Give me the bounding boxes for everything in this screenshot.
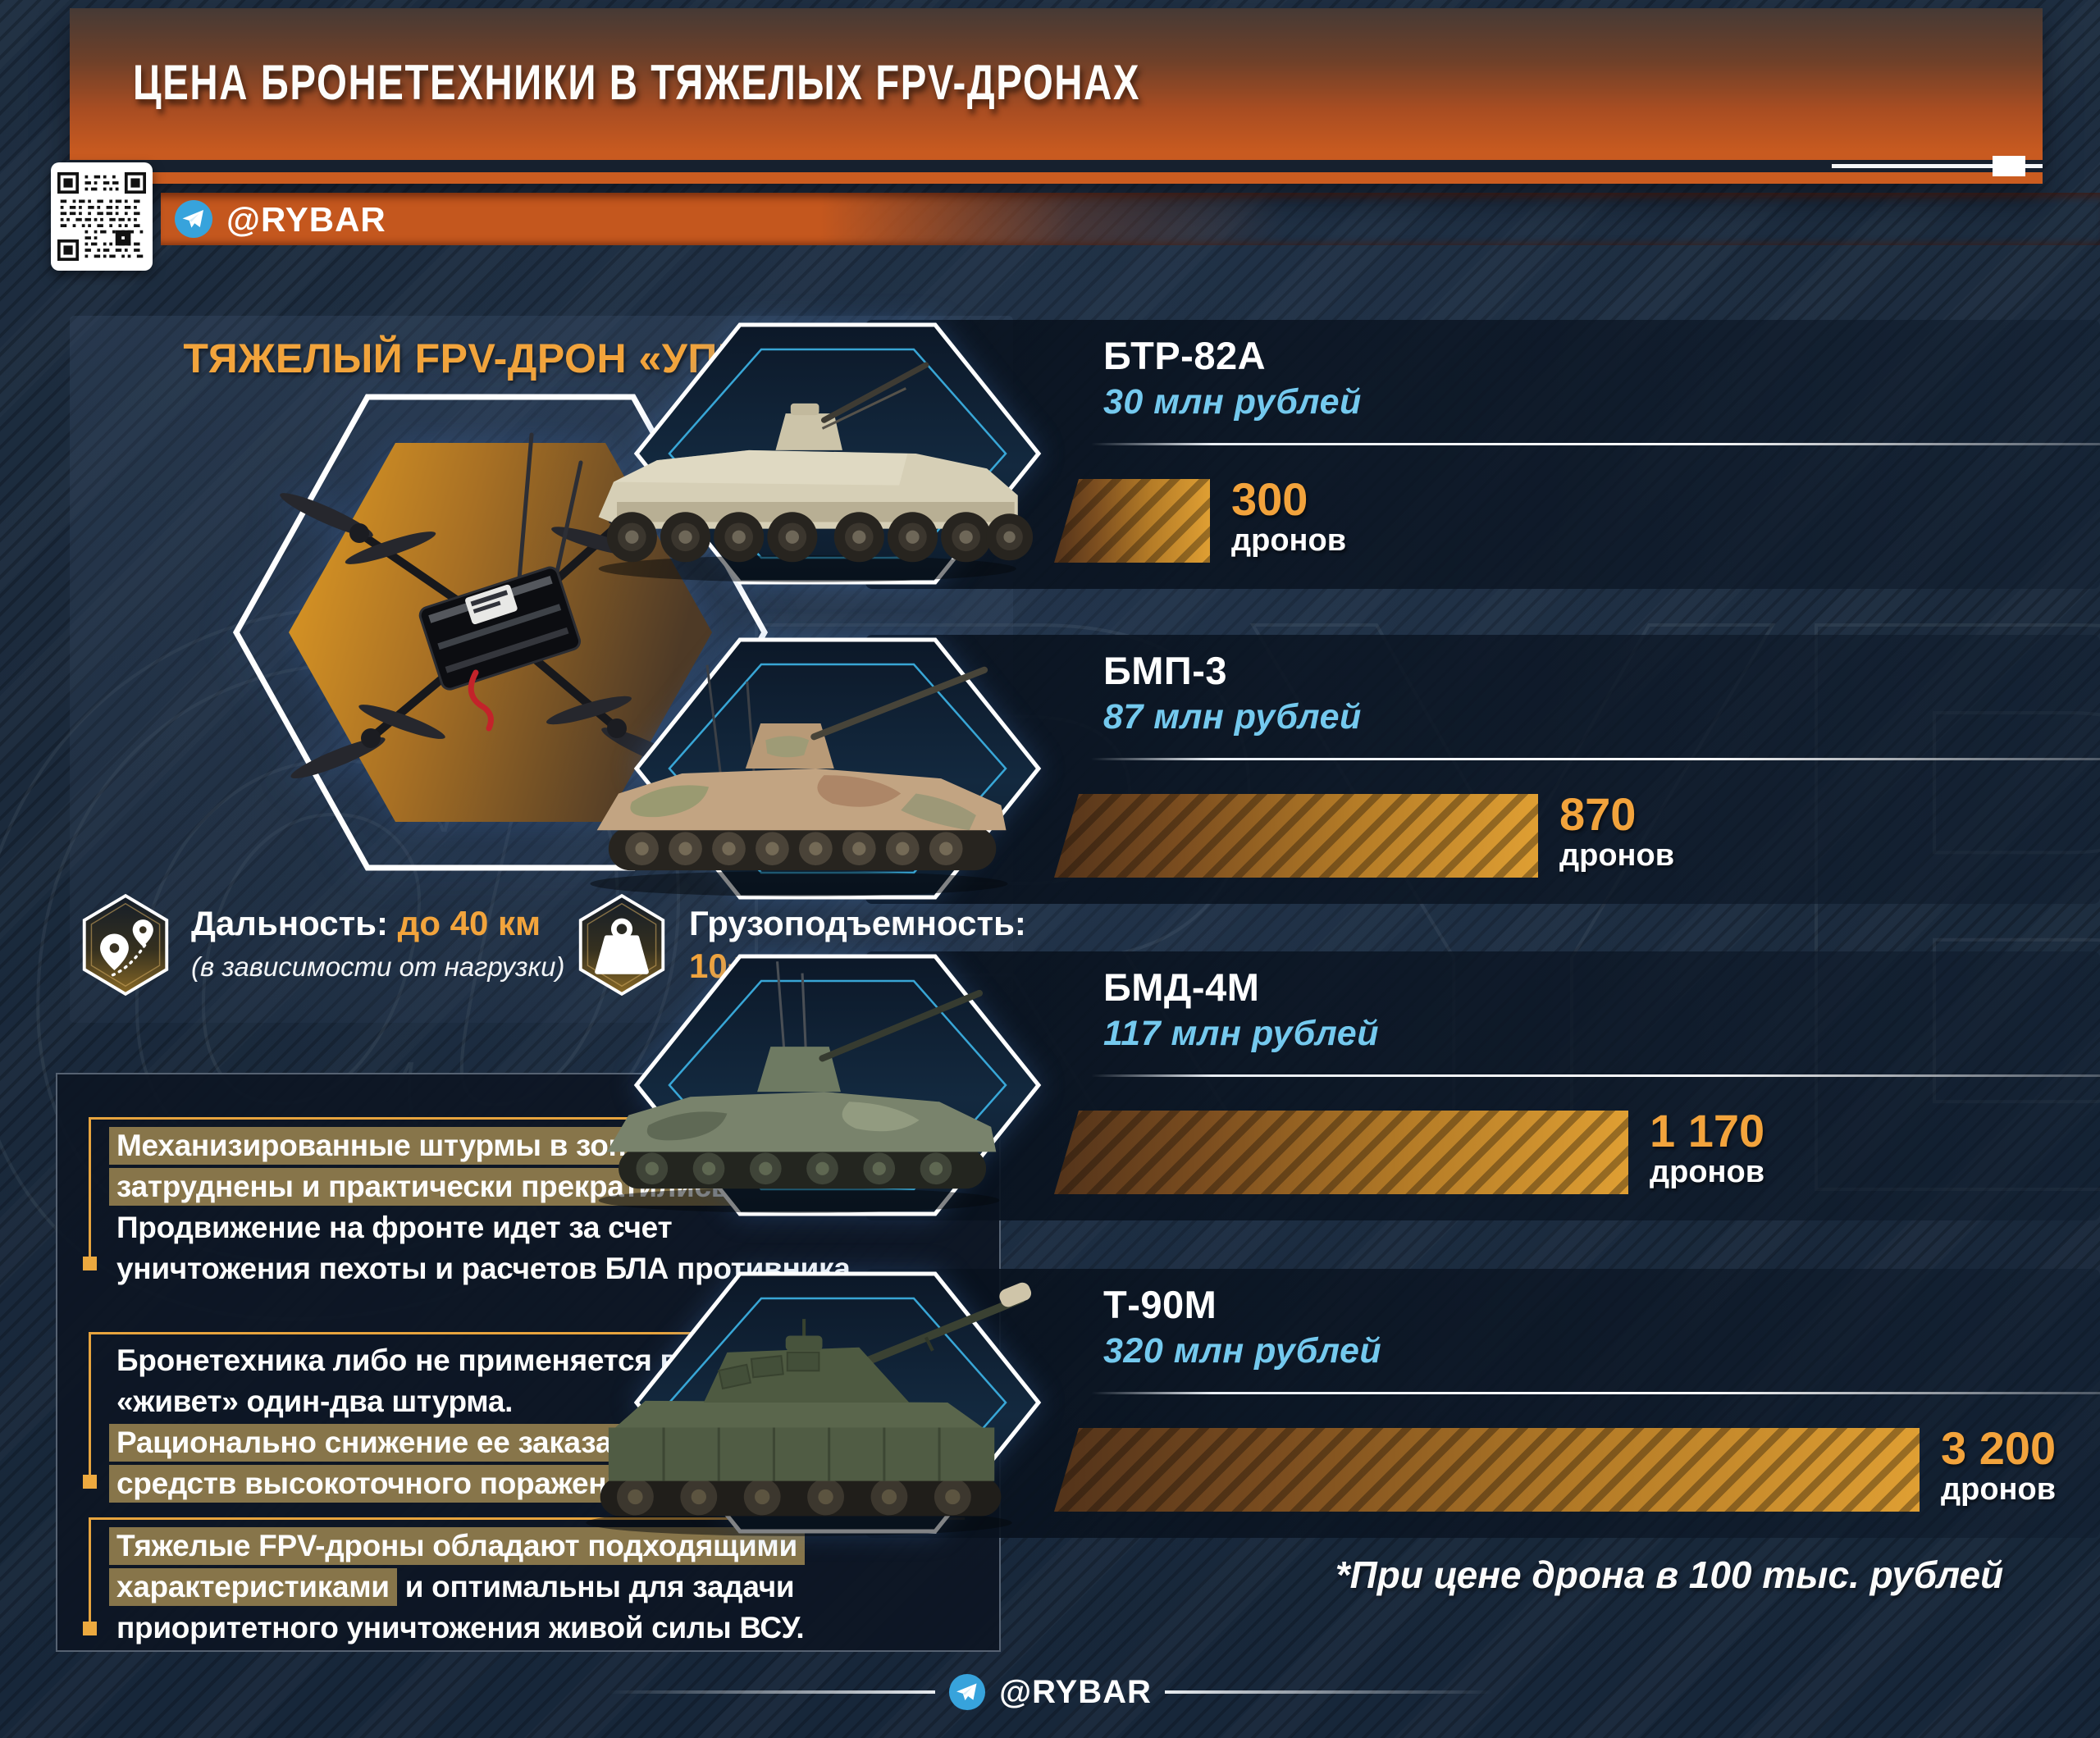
telegram-icon: [175, 200, 212, 238]
drone-count: 3 200 дронов: [1941, 1422, 2057, 1508]
spec-range-line: Дальность: до 40 км: [191, 904, 541, 943]
drone-count-number: 870: [1559, 788, 1637, 840]
paragraph-bullet: [83, 1257, 97, 1270]
vehicle-name: БМД-4М: [1103, 965, 1260, 1009]
drone-count: 300 дронов: [1231, 473, 1347, 559]
vehicle-row-t-90m: Т-90М 320 млн рублей 3 200 дронов: [0, 1267, 2100, 1550]
qr-code-pattern: [57, 172, 146, 261]
battery-wire: [468, 669, 494, 732]
vehicle-name: БТР-82А: [1103, 334, 1267, 377]
paragraph-rule: [89, 1117, 91, 1263]
brand-bar: @RYBAR: [161, 193, 2100, 245]
row-panel: [865, 320, 2100, 589]
paragraph-segment: «живет» один-два штурма.: [116, 1384, 514, 1418]
paragraph-bullet: [83, 1475, 97, 1489]
weight-icon: [578, 893, 665, 997]
paragraph-rule: [89, 1517, 965, 1520]
footer: @RYBAR: [0, 1673, 2100, 1711]
vehicle-price: 30 млн рублей: [1103, 382, 1362, 422]
vehicle-name: БМП-3: [1103, 649, 1228, 692]
drone-count: 1 170 дронов: [1650, 1105, 1765, 1190]
vehicle-name: Т-90М: [1103, 1283, 1217, 1326]
paragraph-rule: [89, 1332, 91, 1481]
paragraph-rule: [89, 1117, 965, 1120]
drone-count-unit: дронов: [1941, 1472, 2057, 1507]
spec-range-value: до 40 км: [397, 904, 541, 942]
spec-range-label: Дальность:: [191, 904, 388, 942]
vehicle-price: 87 млн рублей: [1103, 697, 1362, 737]
footer-line-right: [1164, 1690, 1493, 1694]
vehicle-row-bmd-4m: БМД-4М 117 млн рублей 1 170 дронов: [0, 950, 2100, 1233]
brand-handle: @RYBAR: [226, 200, 386, 239]
qr-code: [51, 162, 153, 271]
t-90m-photo: [586, 1282, 1032, 1536]
bmp-3-photo: [590, 664, 1008, 896]
route-pins-icon: [82, 893, 169, 997]
drone-count-number: 3 200: [1941, 1422, 2057, 1474]
drone-count-unit: дронов: [1650, 1155, 1765, 1189]
drone-count-unit: дронов: [1559, 838, 1675, 873]
drone-count-bar: [1054, 1111, 1628, 1194]
vehicle-row-btr-82a: БТР-82А 30 млн рублей 300 дронов: [0, 318, 2100, 601]
vehicle-price: 117 млн рублей: [1103, 1014, 1379, 1053]
header-accent-chip: [1993, 156, 2025, 176]
drone-count-number: 300: [1231, 473, 1308, 525]
paragraph-segment: средств высокоточного поражения.: [109, 1465, 659, 1503]
vehicle-row-bmp-3: БМП-3 87 млн рублей 870 дронов: [0, 633, 2100, 916]
footnote: *При цене дрона в 100 тыс. рублей: [1335, 1553, 2004, 1596]
spec-payload-label: Грузоподъемность:: [689, 904, 1026, 942]
drone-count-bar: [1054, 794, 1538, 878]
paragraph-segment: приоритетного уничтожения живой силы ВСУ…: [116, 1611, 805, 1644]
paragraph-rule: [89, 1517, 91, 1628]
drone-count-number: 1 170: [1650, 1105, 1765, 1156]
separator-line: [1091, 1392, 2100, 1394]
telegram-icon: [949, 1673, 986, 1711]
separator-line: [1091, 1074, 2100, 1077]
drone-count-unit: дронов: [1231, 523, 1347, 558]
vehicle-price: 320 млн рублей: [1103, 1331, 1382, 1371]
header-accent-line: [1832, 164, 2043, 168]
separator-line: [1091, 758, 2100, 760]
drone-count-bar: [1054, 479, 1210, 563]
paragraph-segment: характеристиками: [109, 1568, 397, 1606]
paragraph-rule: [89, 1332, 965, 1334]
drone-count-bar: [1054, 1428, 1920, 1512]
paragraph-segment: Продвижение на фронте идет за счет: [116, 1211, 673, 1244]
spec-range-note: (в зависимости от нагрузки): [191, 951, 565, 982]
header-divider: [70, 160, 2043, 172]
header-band: [70, 8, 2043, 184]
paragraph-bullet: [83, 1622, 97, 1635]
bmd-4m-photo: [598, 961, 1000, 1213]
btr-82a-photo: [598, 362, 1034, 582]
page-title: ЦЕНА БРОНЕТЕХНИКИ В ТЯЖЕЛЫХ FPV-ДРОНАХ: [133, 55, 1141, 110]
footer-line-left: [607, 1690, 936, 1694]
separator-line: [1091, 443, 2100, 445]
paragraph-segment: и оптимальны для задачи: [396, 1570, 795, 1603]
drone-count: 870 дронов: [1559, 788, 1675, 874]
footer-handle: @RYBAR: [999, 1673, 1152, 1710]
